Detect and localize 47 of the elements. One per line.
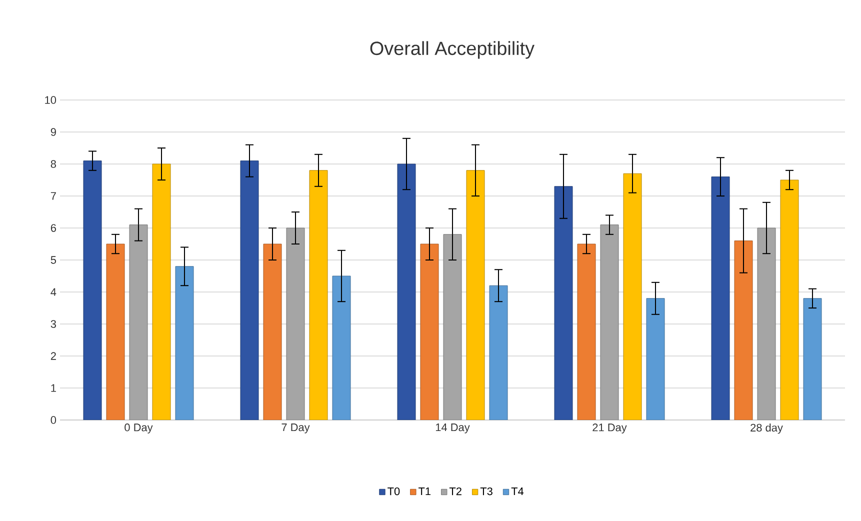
- y-tick-label: 2: [50, 352, 56, 360]
- chart-title: Overall Acceptibility: [370, 41, 534, 59]
- x-tick-label: 7 Day: [282, 424, 310, 434]
- bar: [332, 276, 351, 420]
- y-tick-label: 1: [51, 384, 56, 392]
- bar: [420, 244, 439, 420]
- bar: [466, 170, 485, 420]
- y-tick-label: 7: [50, 192, 56, 200]
- y-tick-label: 0: [50, 416, 56, 424]
- bar: [757, 228, 776, 420]
- bar: [175, 266, 194, 420]
- legend-label: T2: [449, 487, 462, 496]
- bar: [129, 224, 148, 420]
- bar: [780, 180, 799, 420]
- bar: [309, 170, 328, 420]
- y-tick-label: 10: [45, 96, 56, 104]
- y-tick-label: 8: [50, 160, 56, 168]
- bar: [646, 298, 665, 420]
- x-tick-label: 21 Day: [592, 424, 627, 434]
- bar: [711, 176, 730, 420]
- y-tick-label: 5: [50, 256, 56, 264]
- x-tick-label: 14 Day: [436, 424, 470, 434]
- bar: [734, 240, 753, 420]
- legend-label: T1: [418, 487, 431, 496]
- bar: [623, 173, 642, 420]
- legend-label: T3: [480, 487, 492, 496]
- bar: [263, 244, 282, 420]
- bar: [106, 244, 125, 420]
- x-tick-label: 0 Day: [124, 424, 153, 434]
- bar: [577, 244, 596, 420]
- x-tick-label: 28 day: [750, 424, 783, 434]
- y-tick-label: 6: [50, 224, 56, 232]
- y-tick-label: 4: [50, 288, 56, 296]
- bar: [803, 298, 822, 420]
- bar: [286, 228, 305, 420]
- bar: [83, 160, 102, 420]
- legend-label: T0: [388, 487, 400, 496]
- y-tick-label: 3: [50, 320, 56, 328]
- bar: [397, 164, 416, 420]
- bar: [443, 234, 462, 420]
- bar: [489, 285, 508, 420]
- bar: [600, 224, 619, 420]
- bar: [152, 164, 171, 420]
- y-tick-label: 9: [50, 128, 56, 136]
- bar: [554, 186, 573, 420]
- legend-label: T4: [511, 487, 524, 496]
- bar: [240, 160, 259, 420]
